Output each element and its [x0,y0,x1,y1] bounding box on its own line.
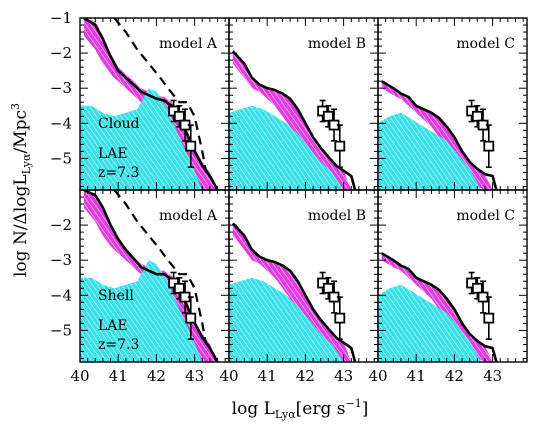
obs-point [483,124,495,168]
obs-square-marker [334,140,346,152]
x-axis-label: log LLyα[erg s−1] [232,397,369,421]
model-lf-line [381,80,498,190]
x-tick-label: 41 [109,367,128,385]
cyan-band-area [229,277,344,362]
y-tick-label: −2 [50,216,72,234]
x-axis-label-main: log L [232,399,275,419]
x-tick-label: 41 [407,367,426,385]
panel-shell-model-a: −2 −3 −4 −5 40 41 42 43 model A Shell LAE z=7.3 [50,189,230,385]
panel-annotation: z=7.3 [98,337,139,353]
obs-square-marker [322,282,334,294]
y-tick-label: −5 [50,321,72,339]
y-axis-label-unit: /Mpc [11,110,31,154]
plot-area [378,80,498,190]
obs-point [185,124,197,168]
obs-square-marker [483,140,495,152]
obs-point [471,104,483,128]
x-tick-label: 43 [334,367,353,385]
obs-point [322,276,334,300]
dashed-lf-line [113,190,208,345]
x-tick-label: 43 [185,367,204,385]
obs-point [334,296,346,340]
panel-frame [377,189,528,363]
obs-square-marker [471,110,483,122]
obs-square-marker [334,312,346,324]
obs-point [185,296,197,340]
y-axis-label-main: log N/ΔlogL [11,174,31,277]
magenta-band-area [232,51,352,190]
model-lf-line [381,252,498,362]
panel-model-label: model C [456,208,515,224]
panel-cloud-model-c: model C [377,17,528,191]
obs-square-marker [471,282,483,294]
x-axis-label-sub: Lyα [275,408,296,421]
panel-grid: −1 −2 −3 −4 −5 model A Cloud LAE z=7.3 model B mod… [50,9,528,385]
x-tick-label: 43 [483,367,502,385]
panel-shell-model-c: 40 41 42 43 model C [368,189,528,385]
y-tick-label: −1 [50,9,72,27]
x-tick-label: 40 [219,367,238,385]
obs-square-marker [322,110,334,122]
plot-area [80,18,219,190]
panel-annotation: LAE [98,318,128,334]
y-tick-label: −4 [50,114,72,132]
x-tick-label: 41 [258,367,277,385]
y-tick-label: −2 [50,44,72,62]
x-axis-label-close: ] [362,399,369,419]
panel-annotation: z=7.3 [98,165,139,181]
obs-square-marker [185,140,197,152]
cyan-band-area [378,112,482,190]
cyan-band-area [80,260,203,362]
magenta-band-area [232,223,352,362]
plot-area [80,190,219,362]
y-tick-label: −5 [50,149,72,167]
obs-square-marker [185,312,197,324]
obs-point [334,124,346,168]
dashed-lf-line [113,18,208,173]
panel-model-label: model A [159,36,218,52]
x-tick-label: 42 [147,367,166,385]
obs-square-marker [483,312,495,324]
obs-square-marker [173,282,185,294]
panel-model-label: model B [308,208,366,224]
obs-square-marker [173,110,185,122]
x-tick-label: 42 [296,367,315,385]
cyan-band-area [229,105,344,190]
x-tick-label: 40 [70,367,89,385]
plot-area [229,50,357,190]
y-tick-label: −4 [50,286,72,304]
panel-model-label: model B [308,36,366,52]
panel-cloud-model-a: −1 −2 −3 −4 −5 model A Cloud LAE z=7.3 [50,9,230,191]
model-lf-line [83,18,219,190]
panel-annotation: Cloud [98,116,140,132]
magenta-band-area [381,253,493,362]
panel-annotation: LAE [98,146,128,162]
plot-area [378,252,498,362]
x-tick-label: 40 [368,367,387,385]
obs-point [322,104,334,128]
x-axis-label-unit: [erg s [296,399,346,419]
panel-shell-model-b: 40 41 42 43 model B [219,189,379,385]
y-tick-label: −3 [50,251,72,269]
obs-point [173,276,185,300]
plot-area [229,222,357,362]
y-axis-label: log N/ΔlogLLyα/Mpc3 [9,103,33,277]
panel-cloud-model-b: model B [228,17,379,191]
y-tick-label: −3 [50,79,72,97]
magenta-band-area [381,81,493,190]
cyan-band-area [378,284,482,362]
y-axis-label-exp: 3 [9,103,22,110]
x-axis-label-exp: −1 [346,397,362,410]
obs-point [483,296,495,340]
x-tick-label: 42 [445,367,464,385]
y-axis-label-sub: Lyα [20,153,33,174]
model-lf-line [83,190,219,362]
panel-annotation: Shell [98,288,134,304]
panel-model-label: model C [456,36,515,52]
cyan-band-area [80,88,203,190]
panel-model-label: model A [159,208,218,224]
